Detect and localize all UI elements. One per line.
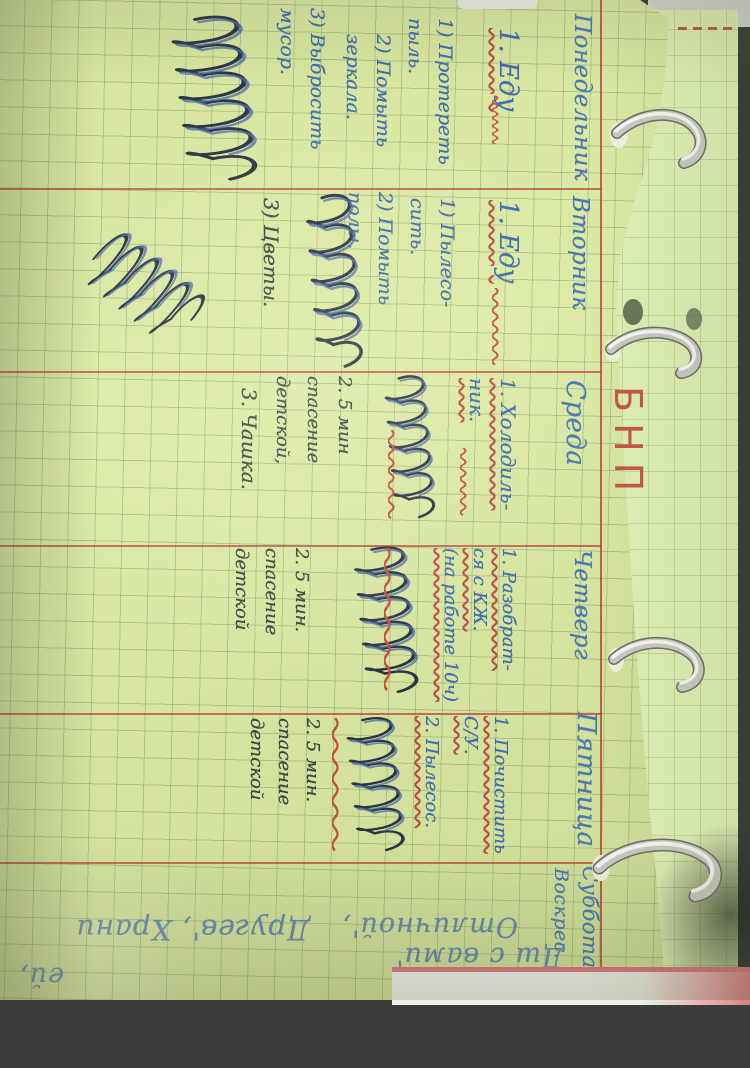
- bottom-note-2: Другев', Храни: [75, 913, 310, 946]
- task-thursday-1: 1. Разобрат- ся с КЖ. (на работе 10ч): [440, 548, 519, 702]
- task-thursday-2: 2. 5 мин. спасение детской: [231, 548, 312, 636]
- task-tuesday-2: 1) Пылесо- сить.: [406, 198, 458, 308]
- day-label-thursday: Четверг: [569, 550, 595, 661]
- task-tuesday-1: 1. Еду: [493, 200, 523, 284]
- task-monday-2: 1) Протереть пыль.: [404, 18, 456, 165]
- bottom-note-4: ей,: [19, 961, 64, 992]
- paper-strip-bottom: [392, 967, 750, 1005]
- row-rule-3: [0, 545, 602, 547]
- day-label-tuesday: Вторник: [567, 196, 593, 311]
- red-wavy-line: [460, 448, 467, 517]
- behind-sheet-margin-line: [678, 27, 736, 30]
- bottom-note-3: Дш с вами': [395, 941, 564, 972]
- red-wavy-line: [492, 288, 499, 366]
- row-rule-1: [0, 188, 602, 190]
- row-rule-5: [0, 862, 602, 864]
- photo-of-notebook: { "margin_note": "БНП", "days": [ { "nam…: [0, 0, 750, 1000]
- margin-rule-vertical: [600, 0, 602, 980]
- task-wednesday-3: 3. Чашка.: [237, 388, 261, 490]
- scribble: [150, 12, 262, 194]
- task-friday-2: 2. Пылесос.: [421, 716, 442, 829]
- scribble: [346, 716, 405, 852]
- task-friday-3: 2. 5 мин. спасение детской: [246, 718, 323, 806]
- task-wednesday-2: 2. 5 мин спасение детской,: [272, 376, 355, 465]
- scribble: [306, 193, 363, 369]
- notebook-page: [0, 0, 700, 1000]
- day-label-friday: Пятница: [571, 712, 601, 848]
- task-friday-1: 1. Почистить С/У.: [460, 716, 511, 854]
- task-wednesday-1: 1. Холодиль- ник.: [465, 378, 520, 511]
- task-monday-4: 3) Выбросить мусор.: [276, 8, 328, 150]
- red-wavy-line: [388, 430, 395, 520]
- margin-note: БНП: [606, 386, 650, 503]
- task-tuesday-4: 3) Цветы.: [259, 198, 283, 308]
- row-rule-2: [0, 371, 602, 373]
- row-rule-4: [0, 713, 602, 715]
- task-monday-3: 2) Помыть зеркала.: [342, 34, 394, 148]
- day-label-wednesday: Среда: [560, 380, 590, 467]
- red-wavy-line: [492, 96, 499, 146]
- sheet-shadow: [655, 825, 750, 975]
- torn-paper-sliver: [458, 0, 538, 9]
- red-wavy-line: [332, 718, 340, 852]
- red-wavy-line: [384, 548, 392, 692]
- day-label-monday: Понедельник: [569, 14, 595, 182]
- scribble: [384, 374, 436, 519]
- scribble: [354, 545, 419, 694]
- day-label-saturday: Суббота: [578, 866, 602, 969]
